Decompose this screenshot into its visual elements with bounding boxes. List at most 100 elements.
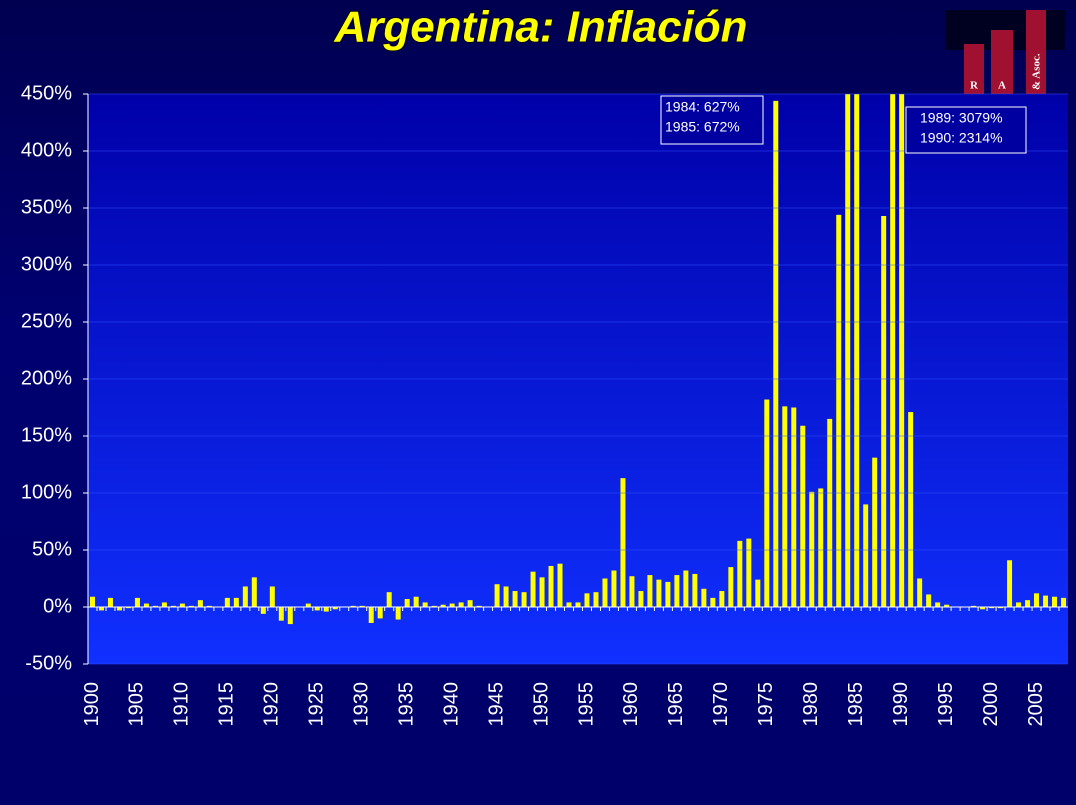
- bar: [764, 399, 770, 607]
- bar: [620, 478, 626, 607]
- bar: [971, 605, 977, 607]
- logo-text: & Asoc.: [1031, 53, 1043, 90]
- bar: [647, 575, 653, 607]
- bar: [89, 596, 95, 607]
- bar: [881, 215, 887, 608]
- chart-title: Argentina: Inflación: [333, 3, 747, 52]
- bar: [125, 607, 131, 609]
- y-tick-label: 100%: [21, 481, 72, 503]
- bar: [368, 607, 374, 623]
- bar: [818, 488, 824, 607]
- x-tick-label: 1965: [665, 682, 687, 727]
- bar: [656, 579, 662, 607]
- bar: [278, 607, 284, 621]
- x-tick-label: 1945: [485, 682, 507, 727]
- bar: [782, 406, 788, 607]
- bar: [287, 607, 293, 625]
- bar: [692, 573, 698, 607]
- bar: [710, 597, 716, 607]
- bar: [800, 425, 806, 607]
- logo-text: R: [970, 80, 979, 92]
- bar: [629, 576, 635, 607]
- bar: [458, 602, 464, 607]
- y-tick-label: 450%: [21, 82, 72, 104]
- bar: [674, 575, 680, 607]
- bar: [269, 586, 275, 607]
- bar: [179, 603, 185, 607]
- bar: [206, 605, 212, 607]
- logo: R A & Asoc.: [945, 10, 1065, 94]
- bar: [395, 607, 401, 620]
- bar: [323, 607, 329, 612]
- bar: [386, 592, 392, 607]
- y-tick-label: 0%: [43, 595, 72, 617]
- bar: [467, 600, 473, 607]
- annotation: 1984: 627%: [665, 99, 740, 115]
- bar: [1061, 597, 1067, 607]
- bar: [170, 605, 176, 607]
- bar: [548, 565, 554, 607]
- bar: [557, 563, 563, 607]
- x-tick-label: 1955: [575, 682, 597, 727]
- bar: [890, 94, 896, 607]
- annotation: 1990: 2314%: [920, 130, 1003, 146]
- x-tick-label: 2005: [1025, 682, 1047, 727]
- bar: [152, 605, 158, 607]
- bar: [161, 602, 167, 607]
- bar: [611, 570, 617, 607]
- bar: [998, 607, 1004, 609]
- bar: [251, 577, 257, 607]
- x-tick-label: 1905: [126, 682, 148, 727]
- bar: [827, 418, 833, 607]
- bar: [854, 94, 860, 608]
- bar: [908, 412, 914, 607]
- bar: [404, 599, 410, 607]
- bars: [89, 94, 1067, 625]
- x-tick-label: 1995: [935, 682, 957, 727]
- bar: [1034, 593, 1040, 607]
- bar: [116, 607, 122, 611]
- annotation-box: [660, 95, 764, 145]
- annotation-box: [905, 106, 1027, 154]
- bar: [584, 593, 590, 607]
- x-tick-label: 1910: [171, 682, 193, 727]
- bar: [863, 504, 869, 607]
- bar: [566, 602, 572, 607]
- y-tick-label: 400%: [21, 139, 72, 161]
- bar: [935, 602, 941, 607]
- x-tick-label: 1985: [845, 682, 867, 727]
- x-tick-label: 1925: [306, 682, 328, 727]
- logo-bar: [964, 44, 984, 94]
- x-tick-label: 1930: [351, 682, 373, 727]
- bar: [755, 579, 761, 607]
- bar: [539, 577, 545, 607]
- y-tick-label: 150%: [21, 424, 72, 446]
- y-tick-label: 250%: [21, 310, 72, 332]
- x-tick-label: 1960: [620, 682, 642, 727]
- bar: [683, 570, 689, 607]
- y-tick-label: 200%: [21, 367, 72, 389]
- bar: [575, 602, 581, 607]
- x-tick-label: 1920: [261, 682, 283, 727]
- x-tick-label: 1935: [395, 682, 417, 727]
- annotation: 1985: 672%: [665, 119, 740, 135]
- x-tick-label: 1975: [755, 682, 777, 727]
- x-tick-label: 1970: [710, 682, 732, 727]
- y-tick-label: 300%: [21, 253, 72, 275]
- x-tick-label: 1990: [890, 682, 912, 727]
- bar: [944, 604, 950, 607]
- bar: [413, 596, 419, 607]
- bar: [332, 607, 338, 610]
- bar: [773, 100, 779, 607]
- bar: [494, 584, 500, 607]
- bar: [746, 538, 752, 607]
- bar: [809, 491, 815, 607]
- bar: [188, 605, 194, 607]
- bar: [899, 94, 905, 607]
- x-tick-label: 1980: [800, 682, 822, 727]
- bar: [737, 540, 743, 607]
- logo-text: A: [998, 80, 1006, 92]
- bar: [422, 602, 428, 607]
